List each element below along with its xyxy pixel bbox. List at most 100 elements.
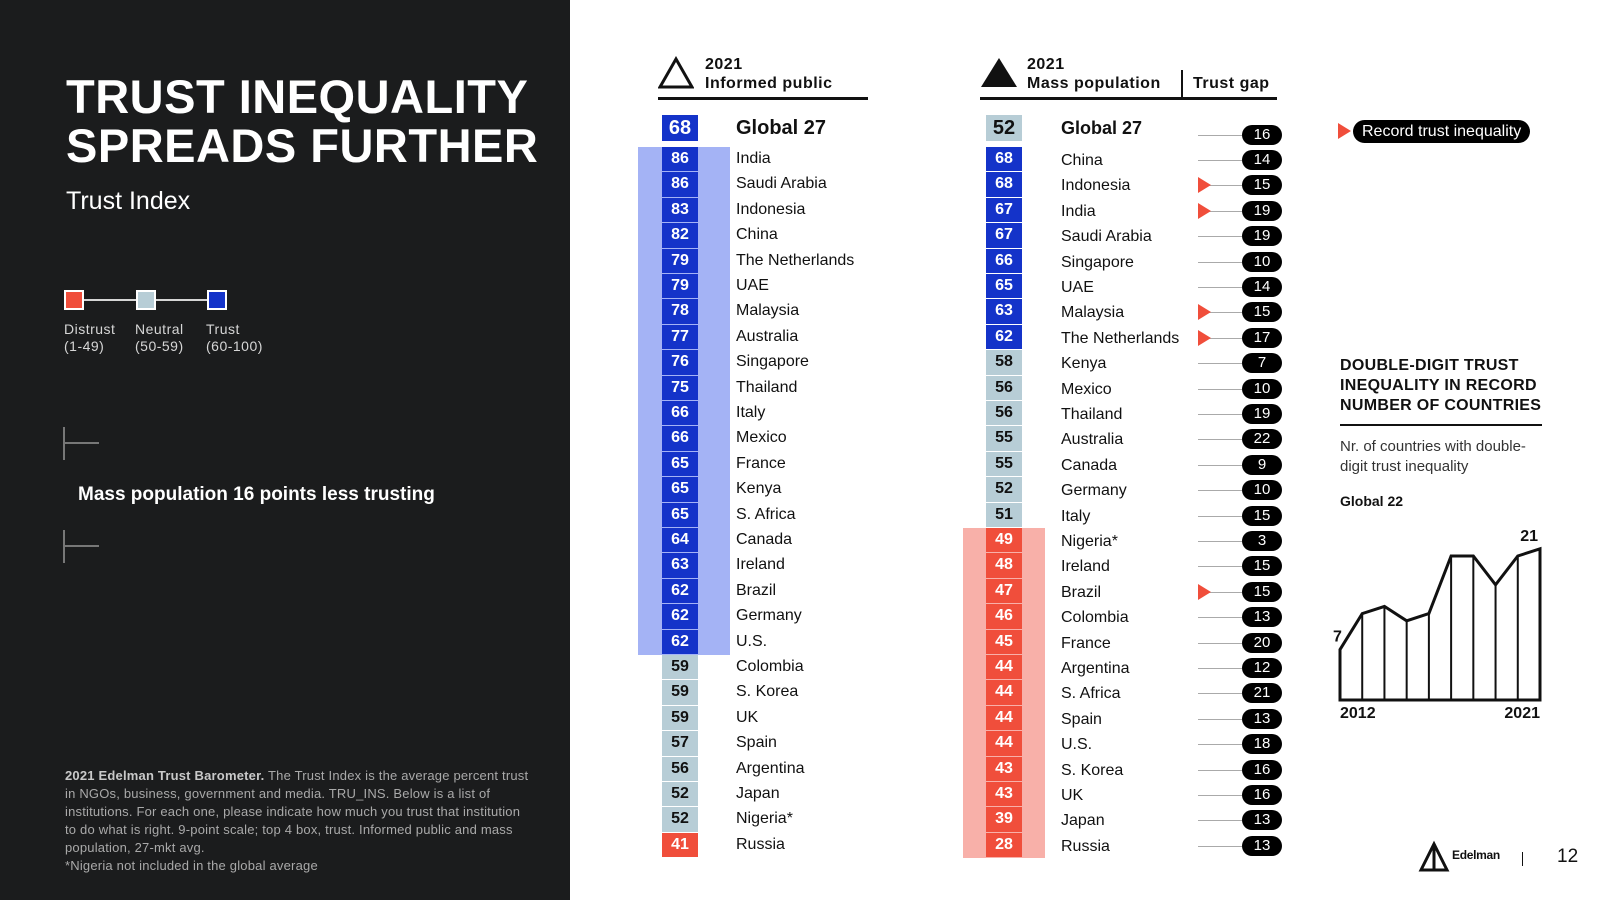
footer-divider	[1522, 852, 1523, 866]
mass-value-cell: 48	[986, 553, 1022, 578]
informed-value-cell: 59	[662, 680, 698, 705]
gap-leader	[1198, 490, 1242, 492]
gap-leader	[1198, 287, 1242, 288]
mass-country-name: Australia	[1061, 431, 1124, 449]
gap-leader	[1198, 185, 1242, 187]
informed-country-name: Colombia	[736, 658, 804, 675]
mass-value-cell: 43	[986, 756, 1022, 781]
informed-country-name: UK	[736, 708, 759, 726]
gap-leader	[1198, 693, 1242, 695]
gap-pill: 19	[1242, 226, 1282, 247]
mass-value-cell: 44	[986, 655, 1022, 680]
edelman-logo-icon	[1418, 840, 1450, 872]
gap-pill: 14	[1242, 277, 1282, 297]
informed-value-cell: 75	[662, 375, 698, 400]
legend-range: (1-49)	[64, 338, 105, 354]
mass-country-name: U.S.	[1061, 736, 1093, 754]
informed-value-cell: 65	[662, 451, 698, 477]
informed-value-cell: 62	[662, 629, 698, 654]
gap-pill: 13	[1242, 835, 1282, 856]
record-flag-icon	[1198, 583, 1211, 600]
mass-value-cell: 44	[986, 731, 1022, 756]
gap-leader	[1198, 261, 1242, 263]
informed-value-cell: 86	[662, 172, 698, 197]
mass-value-cell: 28	[986, 832, 1022, 858]
informed-country-name: Russia	[736, 835, 785, 853]
title-line-2: SPREADS FURTHER	[66, 119, 539, 172]
legend-range: (60-100)	[206, 338, 263, 354]
gap-leader	[1198, 668, 1242, 669]
legend-label: Distrust	[64, 321, 116, 337]
informed-value-cell: 66	[662, 426, 698, 451]
mass-value-cell: 44	[986, 680, 1022, 705]
area-x-label-start: 2012	[1340, 705, 1376, 722]
informed-country-name: Thailand	[736, 378, 798, 396]
side-global-label: Global 22	[1340, 493, 1404, 509]
record-flag-icon	[1198, 304, 1211, 321]
page-subtitle: Trust Index	[66, 187, 191, 215]
informed-value-cell: 66	[662, 401, 698, 426]
gap-pill: 3	[1242, 531, 1282, 551]
gap-pill: 19	[1242, 200, 1282, 221]
gap-leader	[1198, 337, 1242, 339]
mass-country-name: Thailand	[1061, 406, 1123, 423]
gap-pill: 9	[1242, 454, 1282, 475]
gap-leader	[1198, 642, 1242, 644]
mass-value-cell: 51	[986, 502, 1022, 527]
gap-pill: 13	[1242, 810, 1282, 831]
mass-country-name: Singapore	[1061, 253, 1134, 271]
informed-value-cell: 83	[662, 197, 698, 223]
mass-header-label: 2021 Mass population	[1027, 55, 1161, 93]
mass-country-name: S. Korea	[1061, 761, 1124, 779]
gap-leader	[1198, 820, 1242, 822]
title-line-1: TRUST INEQUALITY	[66, 70, 529, 123]
gap-pill: 21	[1242, 683, 1282, 704]
gap-leader	[1198, 617, 1242, 619]
mass-global-value: 52	[986, 115, 1022, 141]
gap-leader	[1198, 718, 1242, 720]
mass-value-cell: 55	[986, 451, 1022, 477]
mass-value-cell: 67	[986, 197, 1022, 223]
informed-country-name: Kenya	[736, 480, 782, 498]
legend-label-distrust: Distrust (1-49)	[64, 321, 115, 355]
gap-pill: 10	[1242, 251, 1282, 272]
gap-leader	[1198, 795, 1242, 796]
gap-pill: 17	[1242, 327, 1282, 348]
gap-pill: 19	[1242, 404, 1282, 424]
gap-leader	[1198, 566, 1242, 568]
area-x-label-end: 2021	[1504, 705, 1540, 722]
mass-country-name: China	[1061, 152, 1103, 169]
mass-value-cell: 58	[986, 350, 1022, 375]
mass-value-cell: 44	[986, 705, 1022, 731]
left-panel: TRUST INEQUALITY SPREADS FURTHER Trust I…	[0, 0, 570, 900]
gap-leader	[1198, 744, 1242, 746]
gap-leader	[1198, 312, 1242, 314]
mass-value-cell: 68	[986, 147, 1022, 172]
legend-label-trust: Trust (60-100)	[206, 321, 263, 355]
mass-value-cell: 45	[986, 629, 1022, 654]
record-flag-icon	[1198, 202, 1211, 219]
mass-value-cell: 56	[986, 401, 1022, 426]
informed-value-cell: 65	[662, 502, 698, 527]
informed-country-name: Argentina	[736, 759, 805, 777]
informed-country-name: Brazil	[736, 581, 777, 599]
mass-country-name: UK	[1061, 787, 1084, 804]
informed-value-cell: 77	[662, 324, 698, 350]
gap-leader	[1198, 160, 1242, 161]
gap-pill: 13	[1242, 607, 1282, 628]
gap-header: Trust gap	[1193, 75, 1270, 92]
informed-value-cell: 59	[662, 705, 698, 731]
informed-value-cell: 79	[662, 248, 698, 273]
informed-country-name: Indonesia	[736, 200, 806, 218]
legend-swatch-neutral	[136, 290, 156, 310]
gap-pill: 15	[1242, 505, 1282, 526]
footnote: 2021 Edelman Trust Barometer. The Trust …	[65, 767, 535, 875]
gap-leader	[1198, 845, 1242, 847]
informed-title: Informed public	[705, 75, 833, 92]
gap-pill: 18	[1242, 734, 1282, 755]
informed-country-name: S. Africa	[736, 505, 796, 523]
gap-pill: 15	[1242, 302, 1282, 323]
informed-value-cell: 79	[662, 274, 698, 299]
mass-country-name: Kenya	[1061, 355, 1107, 373]
informed-country-name: Ireland	[736, 556, 785, 574]
